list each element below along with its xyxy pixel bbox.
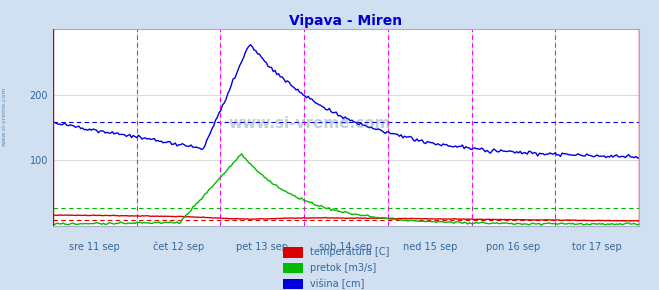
Text: tor 17 sep: tor 17 sep bbox=[573, 242, 622, 252]
Text: pon 16 sep: pon 16 sep bbox=[486, 242, 540, 252]
Text: sre 11 sep: sre 11 sep bbox=[69, 242, 120, 252]
Text: temperatura [C]: temperatura [C] bbox=[310, 247, 389, 257]
Text: višina [cm]: višina [cm] bbox=[310, 279, 364, 289]
Text: www.si-vreme.com: www.si-vreme.com bbox=[229, 116, 391, 131]
Title: Vipava - Miren: Vipava - Miren bbox=[289, 14, 403, 28]
Text: ned 15 sep: ned 15 sep bbox=[403, 242, 457, 252]
Text: sob 14 sep: sob 14 sep bbox=[320, 242, 372, 252]
Text: čet 12 sep: čet 12 sep bbox=[153, 242, 204, 253]
Text: pretok [m3/s]: pretok [m3/s] bbox=[310, 263, 376, 273]
Text: pet 13 sep: pet 13 sep bbox=[236, 242, 288, 252]
Text: www.si-vreme.com: www.si-vreme.com bbox=[2, 86, 7, 146]
